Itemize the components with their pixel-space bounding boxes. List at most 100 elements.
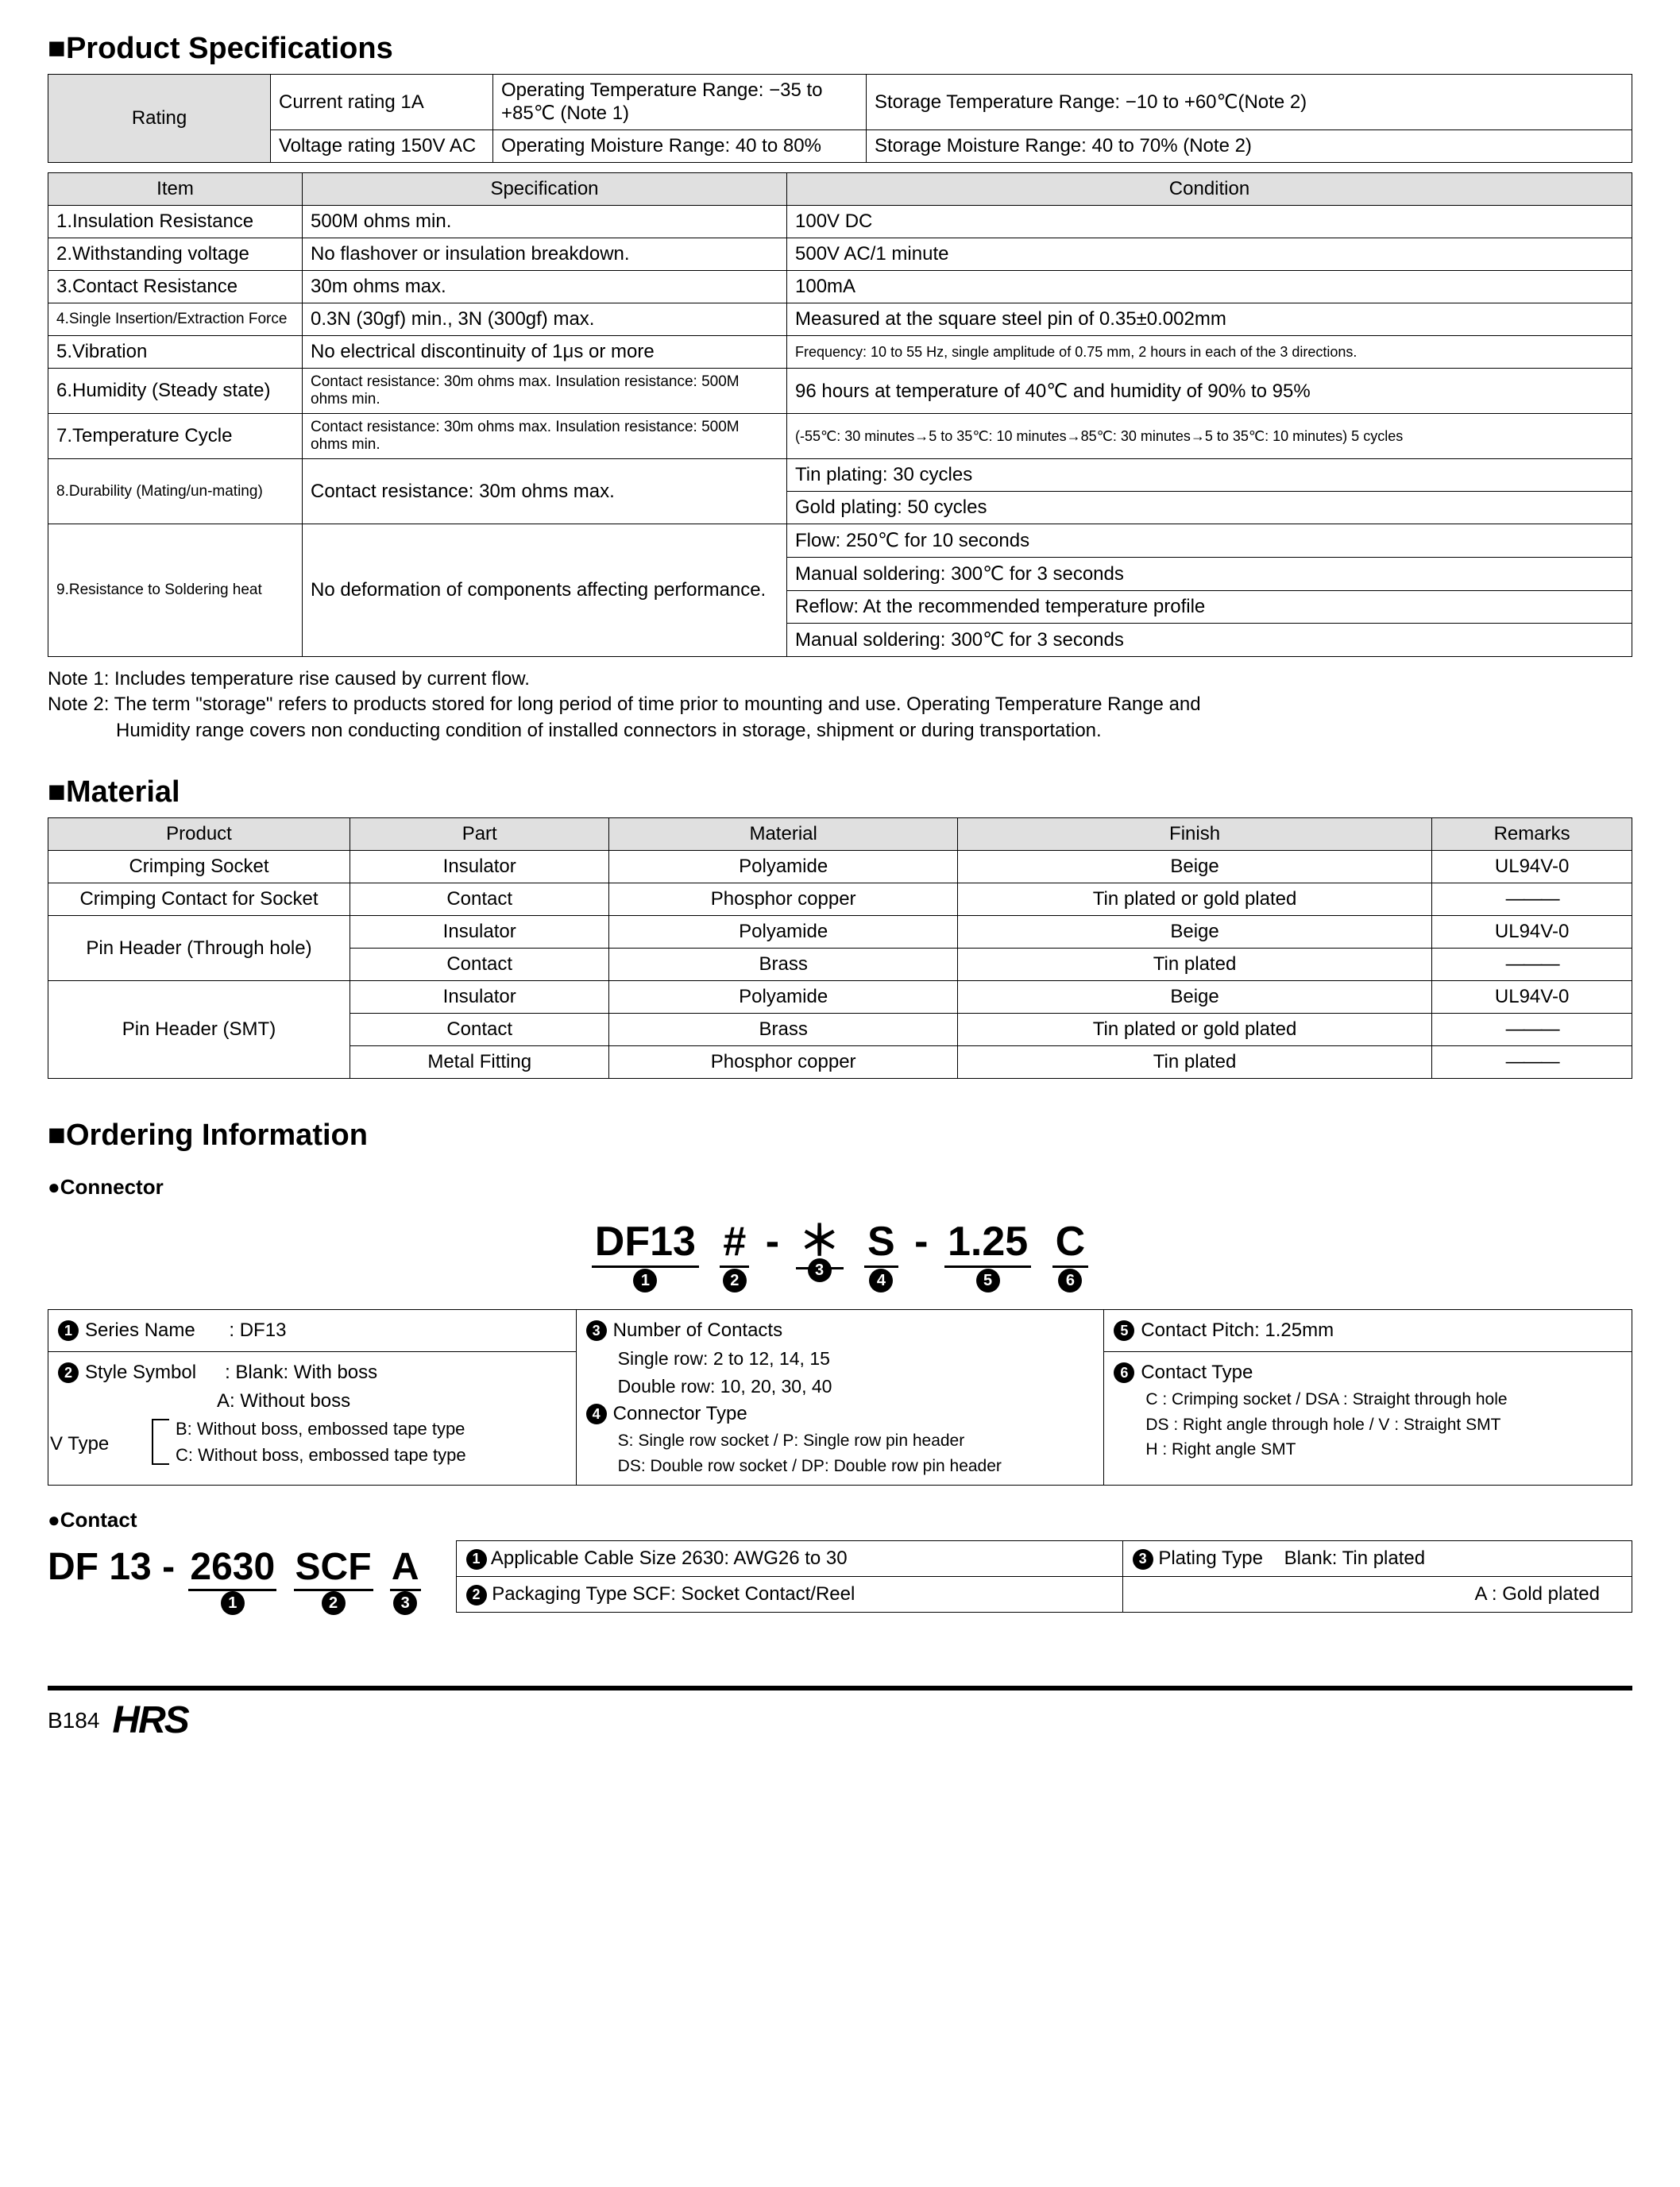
page-footer: B184 HRS (48, 1686, 1632, 1742)
ord-val: : DF13 (229, 1316, 286, 1345)
mat-cell: Polyamide (609, 981, 957, 1014)
bracket-icon (152, 1419, 169, 1465)
ord-val: DS : Right angle through hole / V : Stra… (1114, 1412, 1622, 1438)
contact-part-number: DF 13 - 26301 SCF2 A3 (48, 1540, 424, 1591)
mat-cell: Tin plated (957, 949, 1431, 981)
mat-cell: Pin Header (Through hole) (48, 916, 350, 981)
ord-val: : Blank: With boss (225, 1358, 377, 1387)
spec-cond: 96 hours at temperature of 40℃ and humid… (787, 369, 1632, 414)
circled-3-icon: 3 (586, 1320, 607, 1341)
note-1: Note 1: Includes temperature rise caused… (48, 668, 530, 690)
pn-dash: - (162, 1546, 175, 1588)
pn-seg-5: 1.255 (944, 1218, 1031, 1268)
spec-hdr-item: Item (48, 173, 303, 206)
mat-cell: Crimping Contact for Socket (48, 883, 350, 916)
spec-cond: Measured at the square steel pin of 0.35… (787, 303, 1632, 336)
section-title-material: ■Material (48, 775, 1632, 809)
spec-cond: 100mA (787, 271, 1632, 303)
circled-2-icon: 2 (58, 1362, 79, 1383)
ord-val: C: Without boss, embossed tape type (161, 1442, 566, 1468)
pn-text: 13 (109, 1546, 151, 1588)
spec-item: 6.Humidity (Steady state) (48, 369, 303, 414)
pn-seg-1: 26301 (188, 1545, 276, 1591)
mat-cell: Contact (350, 883, 609, 916)
spec-cond: Tin plating: 30 cycles (787, 459, 1632, 492)
ord-label: Series Name (85, 1316, 195, 1345)
spec-item: 2.Withstanding voltage (48, 238, 303, 271)
mat-cell: Insulator (350, 981, 609, 1014)
spec-spec: 0.3N (30gf) min., 3N (300gf) max. (303, 303, 787, 336)
rating-op-temp: Operating Temperature Range: −35 to +85℃… (493, 75, 867, 130)
material-table: Product Part Material Finish Remarks Cri… (48, 817, 1632, 1079)
ord-val: Packaging Type SCF: Socket Contact/Reel (492, 1583, 855, 1605)
mat-cell: ——— (1432, 883, 1632, 916)
spec-cond: 500V AC/1 minute (787, 238, 1632, 271)
spec-cond: Flow: 250℃ for 10 seconds (787, 524, 1632, 558)
rating-label: Rating (48, 75, 271, 163)
mat-cell: ——— (1432, 1046, 1632, 1079)
mat-cell: Phosphor copper (609, 1046, 957, 1079)
spec-item: 5.Vibration (48, 336, 303, 369)
circled-2-icon: 2 (466, 1585, 487, 1605)
mat-cell: UL94V-0 (1432, 916, 1632, 949)
ord-val: Blank: Tin plated (1284, 1548, 1425, 1569)
mat-cell: Pin Header (SMT) (48, 981, 350, 1079)
mat-cell: Brass (609, 1014, 957, 1046)
mat-cell: Contact (350, 1014, 609, 1046)
mat-cell: UL94V-0 (1432, 851, 1632, 883)
connector-legend: 1 Series Name : DF13 2 Style Symbol : Bl… (48, 1309, 1632, 1486)
circled-1-icon: 1 (466, 1549, 487, 1570)
mat-hdr-product: Product (48, 818, 350, 851)
pn-seg-1: DF131 (592, 1218, 699, 1268)
rating-st-moist: Storage Moisture Range: 40 to 70% (Note … (867, 130, 1632, 163)
spec-spec: Contact resistance: 30m ohms max. Insula… (303, 414, 787, 459)
spec-cond: (-55℃: 30 minutes→5 to 35℃: 10 minutes→8… (787, 414, 1632, 459)
spec-item: 3.Contact Resistance (48, 271, 303, 303)
rating-voltage: Voltage rating 150V AC (271, 130, 493, 163)
mat-cell: Beige (957, 851, 1431, 883)
mat-cell: Insulator (350, 916, 609, 949)
ord-val: DS: Double row socket / DP: Double row p… (586, 1454, 1095, 1479)
spec-item: 4.Single Insertion/Extraction Force (48, 303, 303, 336)
spec-cond: Manual soldering: 300℃ for 3 seconds (787, 624, 1632, 657)
mat-cell: Brass (609, 949, 957, 981)
spec-table: Item Specification Condition 1.Insulatio… (48, 172, 1632, 657)
spec-spec: No flashover or insulation breakdown. (303, 238, 787, 271)
pn-dash: - (914, 1219, 928, 1265)
ord-val: S: Single row socket / P: Single row pin… (586, 1428, 1095, 1454)
spec-spec: No electrical discontinuity of 1μs or mo… (303, 336, 787, 369)
pn-seg-3: ＊3 (796, 1207, 844, 1269)
ord-val: B: Without boss, embossed tape type (161, 1416, 566, 1442)
spec-cond: Frequency: 10 to 55 Hz, single amplitude… (787, 336, 1632, 369)
mat-cell: Beige (957, 981, 1431, 1014)
pn-seg-2: #2 (720, 1218, 749, 1268)
hrs-logo: HRS (112, 1698, 187, 1742)
mat-cell: Phosphor copper (609, 883, 957, 916)
page-number: B184 (48, 1708, 99, 1733)
spec-item: 8.Durability (Mating/un-mating) (48, 459, 303, 524)
rating-st-temp: Storage Temperature Range: −10 to +60℃(N… (867, 75, 1632, 130)
circled-3-icon: 3 (1133, 1549, 1153, 1570)
mat-hdr-remarks: Remarks (1432, 818, 1632, 851)
mat-cell: Metal Fitting (350, 1046, 609, 1079)
ord-val: Double row: 10, 20, 30, 40 (586, 1373, 1095, 1401)
pn-seg-3: A3 (390, 1545, 421, 1591)
spec-cond: Gold plating: 50 cycles (787, 492, 1632, 524)
mat-hdr-finish: Finish (957, 818, 1431, 851)
mat-cell: Insulator (350, 851, 609, 883)
spec-hdr-spec: Specification (303, 173, 787, 206)
section-title-ordering: ■Ordering Information (48, 1119, 1632, 1153)
spec-spec: 500M ohms min. (303, 206, 787, 238)
mat-cell: Tin plated or gold plated (957, 883, 1431, 916)
spec-spec: 30m ohms max. (303, 271, 787, 303)
ord-val: A: Without boss (58, 1387, 566, 1416)
ord-label: Connector Type (613, 1400, 747, 1428)
ord-label: Contact Type (1141, 1358, 1253, 1387)
connector-heading: ●Connector (48, 1175, 1632, 1200)
pn-seg-2: SCF2 (294, 1545, 373, 1591)
mat-cell: UL94V-0 (1432, 981, 1632, 1014)
spec-spec: No deformation of components affecting p… (303, 524, 787, 657)
mat-cell: ——— (1432, 1014, 1632, 1046)
spec-item: 9.Resistance to Soldering heat (48, 524, 303, 657)
pn-text: DF (48, 1546, 98, 1588)
